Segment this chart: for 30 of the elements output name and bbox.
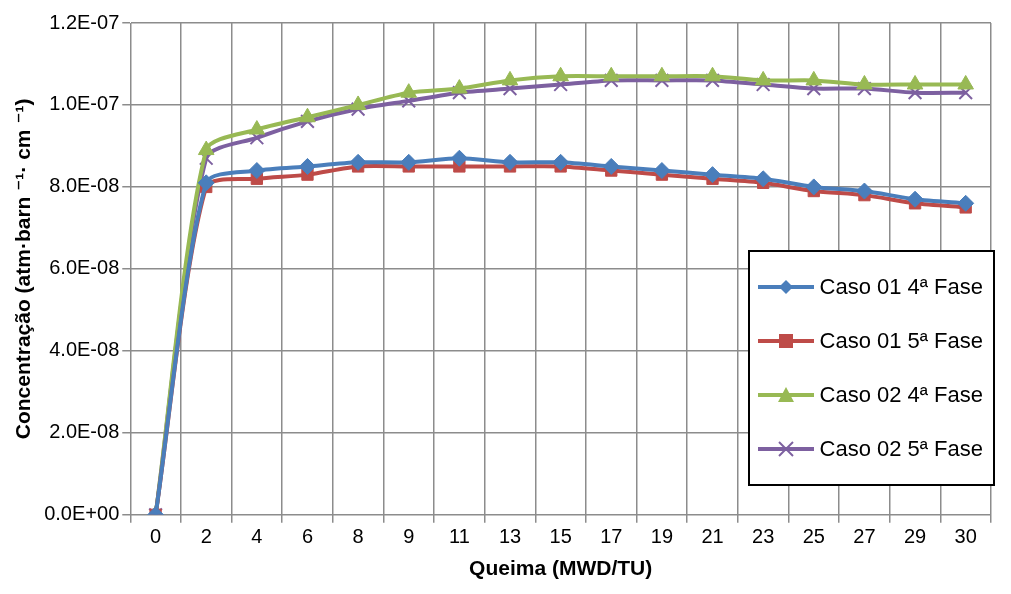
y-tick-label: 4.0E-08	[49, 338, 120, 361]
x-tick-label: 29	[903, 525, 927, 548]
x-tick-label: 4	[251, 525, 263, 548]
y-tick-label: 1.2E-07	[49, 10, 120, 33]
x-tick-label: 21	[701, 525, 724, 548]
x-tick-label: 13	[498, 525, 522, 548]
y-tick-label: 6.0E-08	[49, 256, 120, 279]
x-tick-label: 6	[301, 525, 314, 548]
x-tick-label: 9	[403, 525, 415, 548]
x-tick-label: 30	[954, 525, 977, 548]
x-tick-label: 25	[802, 525, 825, 548]
legend-label: Caso 01 5ª Fase	[819, 328, 983, 354]
x-tick-label: 27	[853, 525, 876, 548]
x-tick-label: 23	[752, 525, 775, 548]
legend-label: Caso 02 4ª Fase	[819, 382, 983, 408]
x-tick-label: 19	[650, 525, 674, 548]
legend-label: Caso 02 5ª Fase	[819, 436, 983, 462]
x-tick-label: 0	[150, 525, 162, 548]
legend-label: Caso 01 4ª Fase	[819, 274, 983, 300]
y-tick-label: 2.0E-08	[49, 420, 120, 443]
y-tick-label: 0.0E+00	[44, 502, 120, 525]
x-tick-label: 17	[600, 525, 623, 548]
x-tick-label: 15	[549, 525, 572, 548]
x-tick-label: 8	[352, 525, 364, 548]
y-tick-label: 8.0E-08	[49, 174, 120, 197]
y-tick-label: 1.0E-07	[49, 92, 120, 115]
x-tick-label: 2	[200, 525, 212, 548]
x-axis-title: Queima (MWD/TU)	[469, 556, 653, 580]
x-tick-label: 11	[448, 525, 470, 548]
y-axis-title: Concentração (atm·barn ⁻¹· cm ⁻¹)	[11, 98, 35, 440]
